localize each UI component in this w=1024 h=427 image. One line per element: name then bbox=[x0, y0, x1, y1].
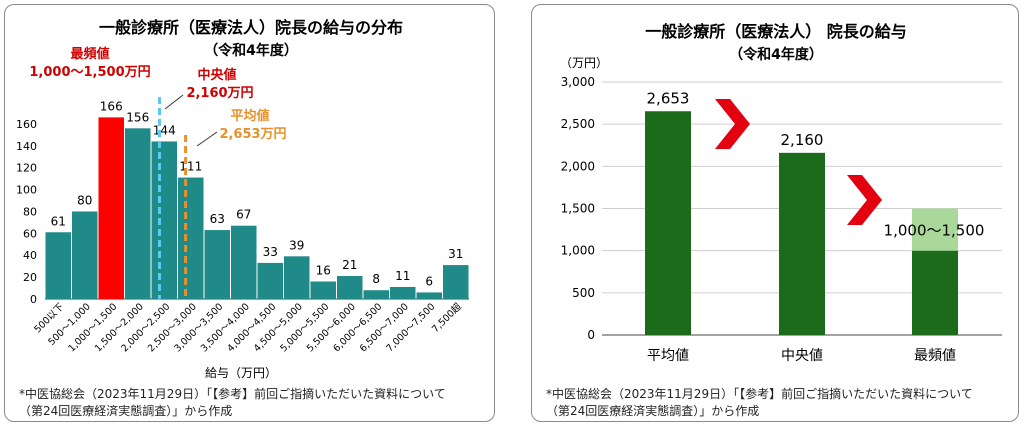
mode-range-band bbox=[912, 208, 958, 251]
mode-annotation-label: 最頻値 bbox=[70, 46, 109, 62]
comparison-footnote-line2: （第24回医療経済実態調査）」から作成 bbox=[546, 404, 760, 418]
histogram-title: 一般診療所（医療法人）院長の給与の分布 bbox=[99, 18, 403, 37]
histogram-chart: 一般診療所（医療法人）院長の給与の分布 （令和4年度） 0 20 40 60 80 100… bbox=[16, 18, 469, 380]
histogram-bar bbox=[231, 225, 257, 299]
bar-value-label: 63 bbox=[210, 212, 225, 226]
bar-value-label: 166 bbox=[100, 99, 123, 113]
median-annotation-value: 2,160万円 bbox=[186, 86, 253, 101]
histogram-x-ticks: 500以下500〜1,0001,000〜1,5001,500〜2,0002,00… bbox=[32, 300, 464, 354]
histogram-bar bbox=[310, 281, 336, 299]
mean-annotation-label: 平均値 bbox=[230, 108, 269, 124]
histogram-bar bbox=[363, 290, 389, 299]
histogram-bar bbox=[443, 265, 469, 299]
histogram-subtitle: （令和4年度） bbox=[204, 42, 298, 59]
histogram-bar bbox=[178, 177, 204, 299]
mode-annotation-value: 1,000〜1,500万円 bbox=[29, 65, 150, 80]
x-category-label: 中央値 bbox=[781, 348, 823, 364]
comparison-bar bbox=[779, 152, 825, 335]
bar-value-label: 2,653 bbox=[647, 89, 690, 107]
bar-value-label: 6 bbox=[425, 274, 433, 288]
histogram-bar bbox=[151, 141, 177, 299]
bar-value-label: 2,160 bbox=[781, 131, 824, 149]
histogram-bar bbox=[72, 211, 98, 299]
bar-value-label: 33 bbox=[263, 245, 278, 259]
y-tick-label: 500 bbox=[572, 286, 595, 300]
comparison-y-unit: （万円） bbox=[560, 56, 608, 70]
chevron-icon bbox=[715, 99, 750, 149]
y-tick-label: 0 bbox=[30, 293, 37, 306]
bar-value-label: 80 bbox=[77, 193, 92, 207]
bar-value-label: 21 bbox=[342, 258, 357, 272]
histogram-footnote-line2: （第24回医療経済実態調査）」から作成 bbox=[19, 404, 233, 418]
median-annotation-label: 中央値 bbox=[197, 67, 236, 83]
x-tick-label: 7,500超 bbox=[429, 300, 464, 335]
reference-lines bbox=[157, 97, 188, 299]
chevron-icon bbox=[847, 175, 882, 225]
y-tick-label: 60 bbox=[23, 227, 37, 240]
comparison-subtitle: （令和4年度） bbox=[729, 46, 823, 63]
y-tick-label: 120 bbox=[16, 162, 37, 175]
histogram-footnote-line1: *中医協総会（2023年11月29日）「【参考】前回ご指摘いただいた資料について bbox=[19, 387, 446, 401]
y-tick-label: 20 bbox=[23, 271, 37, 284]
bar-value-label: 67 bbox=[236, 208, 251, 222]
y-tick-label: 3,000 bbox=[561, 75, 595, 89]
y-tick-label: 80 bbox=[23, 205, 37, 218]
bar-value-label: 39 bbox=[289, 238, 304, 252]
x-category-label: 最頻値 bbox=[914, 348, 956, 364]
bar-value-label: 16 bbox=[316, 263, 331, 277]
bar-value-label: 144 bbox=[153, 123, 176, 137]
median-annotation-leader bbox=[164, 94, 184, 110]
comparison-title: 一般診療所（医療法人） 院長の給与 bbox=[645, 22, 907, 41]
y-tick-label: 1,500 bbox=[561, 202, 595, 216]
comparison-chart: 一般診療所（医療法人） 院長の給与 （令和4年度） （万円） 0 500 1,000… bbox=[560, 22, 1002, 364]
comparison-footnote-line1: *中医協総会（2023年11月29日）「【参考】前回ご指摘いただいた資料について bbox=[546, 387, 973, 401]
y-tick-label: 40 bbox=[23, 249, 37, 262]
histogram-bar bbox=[284, 256, 310, 299]
bar-value-label: 156 bbox=[126, 110, 149, 124]
histogram-x-axis-label: 給与（万円） bbox=[205, 366, 277, 380]
histogram-bar bbox=[98, 117, 124, 300]
histogram-bar bbox=[416, 292, 442, 299]
x-category-label: 平均値 bbox=[647, 348, 689, 364]
bar-value-label: 8 bbox=[372, 272, 380, 286]
mode-bar-base bbox=[912, 250, 958, 335]
bar-value-label: 61 bbox=[51, 214, 66, 228]
y-tick-label: 1,000 bbox=[561, 244, 595, 258]
bar-value-label: 31 bbox=[448, 247, 463, 261]
y-tick-label: 2,000 bbox=[561, 159, 595, 173]
histogram-bar bbox=[125, 128, 151, 299]
bar-value-label: 11 bbox=[395, 269, 410, 283]
y-tick-label: 100 bbox=[16, 184, 37, 197]
y-tick-label: 2,500 bbox=[561, 117, 595, 131]
comparison-panel: 一般診療所（医療法人） 院長の給与 （令和4年度） （万円） 0 500 1,000… bbox=[531, 4, 1019, 422]
y-tick-label: 160 bbox=[16, 118, 37, 131]
y-tick-label: 140 bbox=[16, 140, 37, 153]
histogram-bar bbox=[337, 276, 363, 299]
histogram-panel: 一般診療所（医療法人）院長の給与の分布 （令和4年度） 0 20 40 60 80 100… bbox=[4, 4, 495, 422]
mean-annotation-value: 2,653万円 bbox=[219, 127, 286, 142]
comparison-bars: 2,653 2,160 1,000〜1,500 bbox=[645, 89, 984, 335]
comparison-bar bbox=[645, 111, 691, 335]
comparison-x-ticks: 平均値 中央値 最頻値 bbox=[647, 348, 956, 364]
histogram-bar bbox=[204, 230, 230, 299]
histogram-bar bbox=[390, 286, 416, 299]
histogram-bar bbox=[257, 262, 283, 299]
y-tick-label: 0 bbox=[587, 328, 595, 342]
histogram-bar bbox=[45, 232, 71, 299]
bar-value-label: 1,000〜1,500 bbox=[884, 222, 985, 240]
bar-value-label: 111 bbox=[179, 160, 202, 174]
mean-annotation-leader bbox=[196, 131, 218, 147]
